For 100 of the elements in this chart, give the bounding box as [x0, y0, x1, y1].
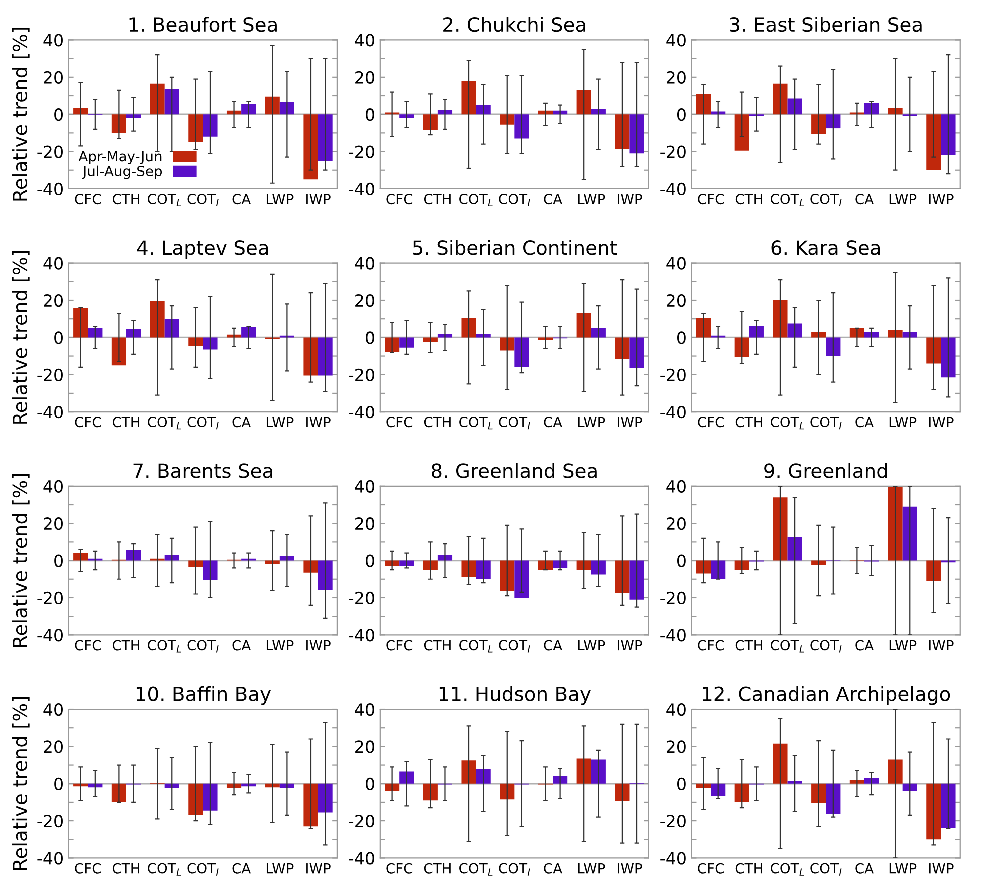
- y-tick-label: 20: [667, 294, 686, 308]
- bar: [773, 84, 788, 115]
- x-tick-label: CFC: [75, 640, 102, 651]
- y-tick-label: -20: [660, 815, 686, 828]
- bar: [711, 784, 726, 796]
- chart-title: 1. Beaufort Sea: [130, 17, 277, 32]
- bar: [400, 114, 414, 118]
- y-tick-label: 40: [666, 703, 686, 716]
- x-tick-label: LWP: [890, 640, 917, 651]
- x-tick-label: IWP: [929, 194, 954, 204]
- y-tick-label: 0: [366, 554, 374, 568]
- x-tick-label: LWP: [890, 864, 917, 874]
- y-tick-label: -20: [349, 368, 374, 382]
- bar: [850, 780, 864, 784]
- bar: [615, 338, 630, 360]
- x-tick-label: CFC: [386, 194, 413, 205]
- x-tick-label: CFC: [75, 863, 102, 874]
- x-tick-label: COT$_{I}$: [188, 640, 219, 653]
- bar: [941, 784, 956, 828]
- y-axis-title: Relative trend [%]: [12, 251, 30, 424]
- bar: [734, 560, 750, 570]
- x-tick-label: LWP: [266, 417, 294, 428]
- x-tick-label: COT$_{I}$: [499, 417, 530, 430]
- y-tick-label: -20: [38, 815, 63, 828]
- y-tick-label: 20: [44, 518, 63, 530]
- y-tick-label: 0: [54, 108, 63, 122]
- bar: [304, 338, 318, 376]
- bar: [423, 114, 438, 130]
- x-tick-label: CTH: [424, 640, 451, 651]
- x-tick-label: CA: [232, 640, 252, 651]
- x-tick-label: LWP: [578, 194, 606, 204]
- y-tick-label: 20: [44, 740, 63, 754]
- y-tick-label: 40: [44, 34, 63, 47]
- bar: [788, 324, 802, 338]
- bar: [74, 108, 88, 115]
- x-tick-label: IWP: [618, 194, 642, 204]
- bar: [888, 108, 903, 115]
- x-tick-label: IWP: [929, 640, 954, 651]
- y-tick-label: 0: [678, 332, 686, 344]
- bar: [826, 338, 841, 356]
- bar: [888, 760, 903, 784]
- bar: [812, 784, 826, 804]
- x-tick-label: IWP: [618, 640, 642, 651]
- bar: [280, 556, 294, 561]
- bar: [476, 769, 491, 784]
- y-tick-label: 0: [366, 108, 374, 122]
- bar: [500, 784, 515, 800]
- bar: [773, 300, 788, 338]
- bar: [265, 96, 280, 115]
- bar: [304, 560, 318, 573]
- y-tick-label: -20: [660, 592, 686, 605]
- x-tick-label: CTH: [736, 194, 762, 205]
- y-tick-label: 20: [667, 518, 686, 530]
- bar: [734, 784, 750, 802]
- bar: [514, 338, 530, 368]
- x-tick-label: CTH: [112, 863, 140, 874]
- bar: [615, 114, 630, 149]
- bar: [203, 560, 218, 580]
- bar: [74, 553, 88, 561]
- y-tick-label: 20: [356, 294, 374, 308]
- x-tick-label: COT$_{I}$: [810, 417, 842, 430]
- y-tick-label: -40: [660, 852, 686, 865]
- x-tick-label: COT$_{L}$: [148, 640, 182, 653]
- bar: [926, 784, 942, 840]
- y-tick-label: 0: [678, 778, 686, 790]
- x-tick-label: IWP: [306, 640, 331, 651]
- x-tick-label: COT$_{I}$: [499, 640, 530, 653]
- x-tick-label: CA: [232, 194, 252, 205]
- bar: [812, 332, 826, 338]
- bar: [126, 114, 142, 118]
- bar: [304, 114, 318, 180]
- bar: [734, 338, 750, 358]
- x-tick-label: LWP: [266, 864, 294, 874]
- y-tick-label: -20: [38, 592, 63, 605]
- x-tick-label: COT$_{I}$: [188, 863, 219, 876]
- legend-label: Apr-May-Jun: [78, 151, 162, 164]
- y-tick-label: -40: [349, 629, 374, 642]
- bar: [630, 338, 644, 368]
- y-tick-label: -40: [38, 852, 63, 865]
- bar: [576, 314, 592, 338]
- y-tick-label: -20: [38, 146, 63, 158]
- bar: [423, 784, 438, 801]
- bar: [926, 560, 942, 582]
- x-tick-label: CA: [856, 417, 874, 428]
- y-tick-label: 20: [44, 294, 63, 308]
- x-tick-label: CA: [544, 640, 563, 651]
- y-tick-label: 20: [44, 71, 63, 84]
- chart-title: 12. Canadian Archipelago: [703, 686, 950, 706]
- bar: [476, 105, 491, 115]
- y-tick-label: -20: [349, 815, 374, 828]
- bar: [630, 114, 644, 154]
- bar: [150, 301, 165, 338]
- chart-title: 2. Chukchi Sea: [444, 17, 586, 32]
- y-tick-label: -40: [349, 852, 374, 865]
- x-tick-label: COT$_{I}$: [188, 194, 219, 207]
- bar: [462, 760, 476, 784]
- x-tick-label: CTH: [424, 194, 451, 205]
- y-tick-label: -40: [349, 406, 374, 419]
- bar: [242, 104, 256, 115]
- x-tick-label: CTH: [112, 640, 140, 651]
